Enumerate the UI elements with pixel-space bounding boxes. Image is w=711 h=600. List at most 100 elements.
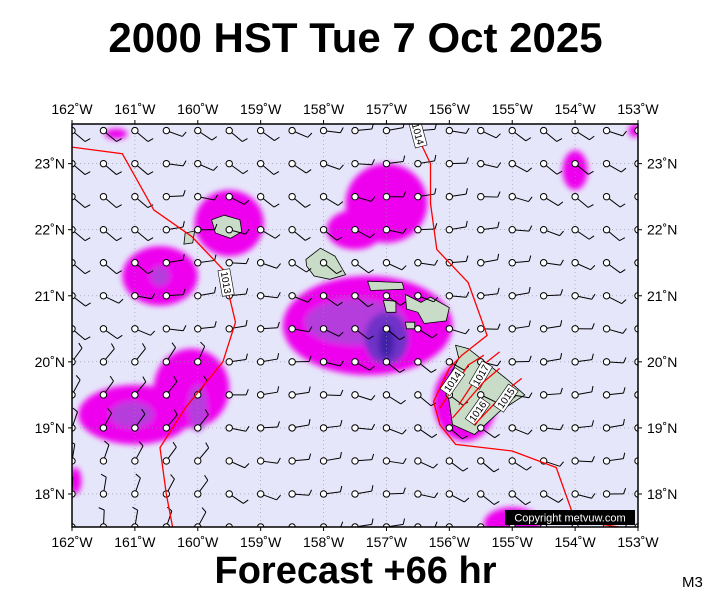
wind-barb [162,253,185,267]
barb-station [571,358,579,366]
wind-barb [225,319,248,333]
barb-feather [172,441,177,448]
barb-feather [528,355,532,362]
barb-station [162,391,171,399]
island-shape [404,293,450,324]
barb-feather [244,463,250,469]
wind-barb [571,420,595,432]
wind-barb [414,292,439,303]
wind-barb [99,226,122,242]
barb-feather [367,303,374,308]
barb-station [539,325,548,333]
barb-feather [147,270,154,275]
barb-feather [214,321,217,328]
barb-feather [214,223,218,230]
barb-station [162,226,171,234]
barb-station [225,391,233,399]
barb-feather [339,164,344,170]
barb-station [539,159,548,168]
island-shape [183,230,196,245]
barb-feather [339,360,344,367]
barb-feather [204,409,209,415]
barb-station [319,126,328,135]
barb-feather [72,509,73,511]
barb-feather [559,320,563,327]
barb-feather [78,342,83,349]
barb-feather [619,237,626,242]
axis-ticks: 162˚W 162˚W 161˚W 161˚W 160˚W 160˚W 159˚W 159˚W… [35,101,678,550]
barb-station [508,126,516,135]
wind-barb [194,474,209,498]
barb-staff [637,196,638,198]
wind-barb [99,473,108,498]
wind-barb [162,342,176,366]
barb-feather [308,386,311,393]
barb-station [194,126,202,135]
wind-barb [256,159,280,175]
wind-barb [319,126,344,135]
wind-barb [131,259,154,275]
barb-station [256,126,265,135]
wind-barb [288,489,313,498]
barb-station [99,325,108,333]
wind-barb [319,485,343,498]
barb-station [382,292,391,300]
map-title: 2000 HST Tue 7 Oct 2025 [108,14,603,61]
barb-feather [402,227,407,234]
barb-feather [525,137,532,142]
wind-barb [508,320,531,333]
barb-station [382,192,391,201]
barb-station [256,391,265,399]
barb-station [225,159,233,168]
barb-station [162,159,171,168]
wind-barb [508,355,532,366]
barb-station [477,325,485,333]
barb-station [288,159,296,168]
wind-barb [225,353,248,366]
barb-feather [433,297,439,303]
barb-feather [655,126,657,132]
barb-station [382,159,391,168]
island-shape [367,280,405,291]
barb-station [288,126,296,135]
wind-barb [414,223,438,234]
barb-station [162,126,171,135]
barb-feather [588,235,595,240]
wind-barb [256,259,281,269]
wind-barb [477,126,501,139]
barb-feather [151,293,156,300]
wind-barb [288,419,311,432]
barb-station [288,457,296,465]
barb-feather [84,336,91,341]
barb-feather [182,288,186,295]
barb-station [414,358,422,366]
barb-station [288,292,296,300]
barb-feather [591,353,594,360]
barb-feather [72,407,78,413]
wind-barb [225,389,249,399]
wind-barb [194,126,218,141]
wind-barb [382,457,407,465]
barb-feather [431,433,438,438]
wind-barb [382,191,407,201]
barb-feather [557,201,564,206]
barb-station [351,490,359,498]
barb-feather [203,375,208,381]
barb-feather [402,518,405,525]
barb-feather [621,299,627,304]
wind-barb [602,357,627,366]
wind-barb [351,391,376,401]
barb-station [225,457,233,465]
wind-barb [162,325,187,333]
barb-feather [559,230,564,236]
barb-station [571,490,579,498]
barb-feather [276,353,280,360]
barb-station [288,391,296,399]
wind-barb [382,391,406,405]
barb-feather [493,468,500,473]
barb-station [571,226,579,234]
barb-station [131,159,139,168]
barb-station [194,424,202,432]
barb-feather [591,493,596,499]
barb-feather [528,225,533,232]
